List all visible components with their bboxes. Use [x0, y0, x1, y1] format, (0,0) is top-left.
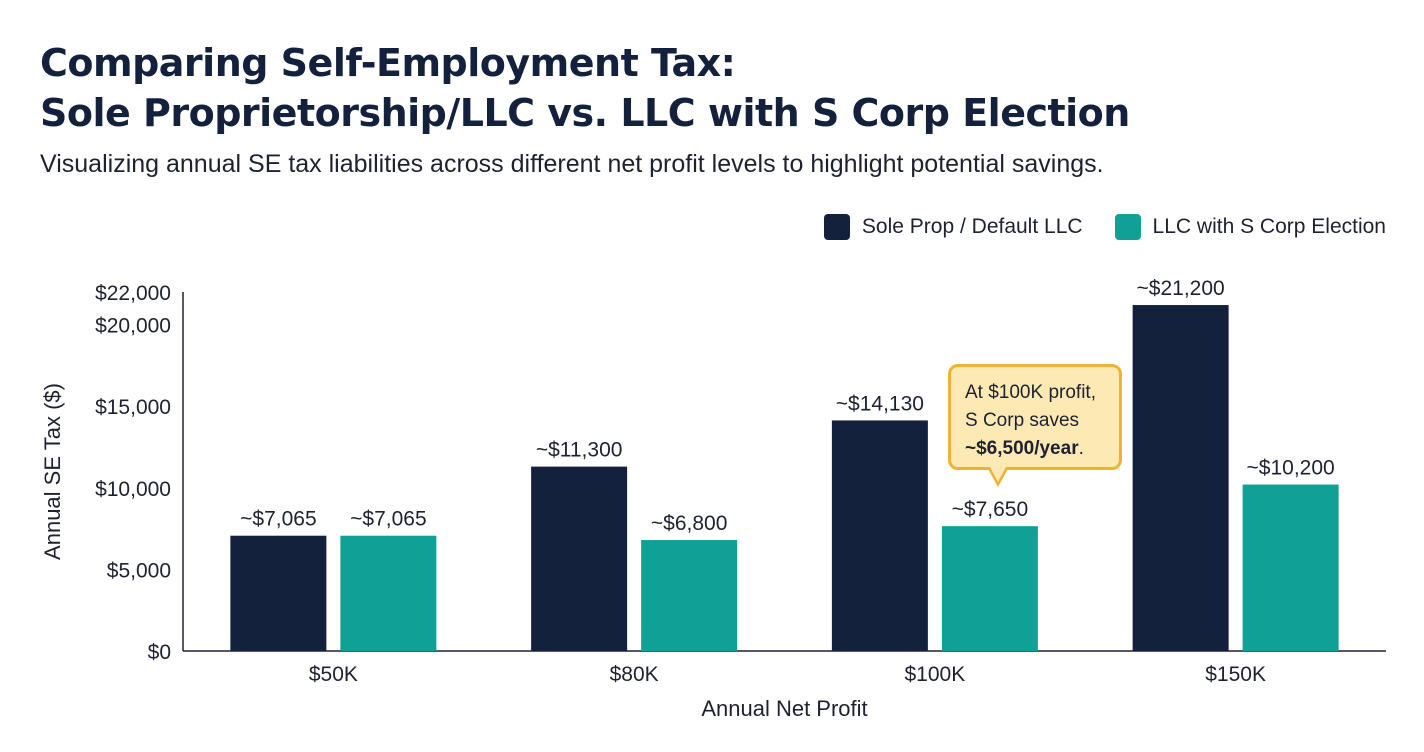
- bar: [1242, 484, 1339, 651]
- bar: [1132, 305, 1229, 651]
- x-tick-label: $80K: [610, 663, 659, 686]
- callout-suffix: .: [1078, 438, 1084, 459]
- bar: [641, 540, 738, 651]
- y-tick-label: $20,000: [95, 315, 171, 338]
- callout-line-3: ~$6,500/year.: [965, 435, 1105, 463]
- bar: [941, 526, 1038, 651]
- y-tick-label: $22,000: [95, 282, 171, 305]
- data-label: ~$6,800: [651, 512, 728, 535]
- legend-item-sole-prop: Sole Prop / Default LLC: [823, 214, 1083, 240]
- chart-title-line-2: Sole Proprietorship/LLC vs. LLC with S C…: [40, 91, 1130, 135]
- data-label: ~$10,200: [1247, 457, 1335, 480]
- chart-title-line-1: Comparing Self-Employment Tax:: [40, 41, 736, 85]
- bar: [531, 466, 628, 651]
- chart-title: Comparing Self-Employment Tax: Sole Prop…: [40, 38, 1130, 138]
- chart-legend: Sole Prop / Default LLC LLC with S Corp …: [823, 214, 1386, 240]
- callout-tail-fill: [990, 467, 1006, 482]
- callout-highlight: ~$6,500/year: [965, 438, 1079, 459]
- legend-swatch-sole-prop: [823, 214, 850, 240]
- data-label: ~$21,200: [1137, 277, 1225, 300]
- callout-line-1: At $100K profit,: [965, 382, 1096, 403]
- data-label: ~$14,130: [836, 392, 924, 415]
- bar: [230, 535, 327, 651]
- chart-subtitle: Visualizing annual SE tax liabilities ac…: [40, 150, 1104, 178]
- x-axis-title: Annual Net Profit: [701, 696, 867, 721]
- savings-callout: At $100K profit, S Corp saves ~$6,500/ye…: [948, 364, 1122, 487]
- legend-item-s-corp: LLC with S Corp Election: [1114, 214, 1386, 240]
- data-label: ~$11,300: [536, 439, 623, 462]
- callout-line-2: S Corp saves: [965, 410, 1080, 431]
- x-tick-label: $50K: [309, 663, 358, 686]
- bar: [340, 535, 437, 651]
- legend-swatch-s-corp: [1114, 214, 1141, 240]
- y-tick-label: $0: [148, 641, 171, 664]
- y-tick-label: $15,000: [95, 396, 171, 419]
- y-axis-title: Annual SE Tax ($): [40, 383, 65, 560]
- y-tick-label: $5,000: [107, 559, 171, 582]
- x-tick-label: $100K: [905, 663, 966, 686]
- legend-label-s-corp: LLC with S Corp Election: [1152, 215, 1386, 238]
- x-tick-label: $150K: [1205, 663, 1266, 686]
- legend-label-sole-prop: Sole Prop / Default LLC: [861, 215, 1083, 238]
- bar: [831, 420, 928, 651]
- data-label: ~$7,650: [952, 498, 1029, 521]
- data-label: ~$7,065: [240, 508, 317, 531]
- data-label: ~$7,065: [350, 508, 427, 531]
- y-tick-label: $10,000: [95, 478, 171, 501]
